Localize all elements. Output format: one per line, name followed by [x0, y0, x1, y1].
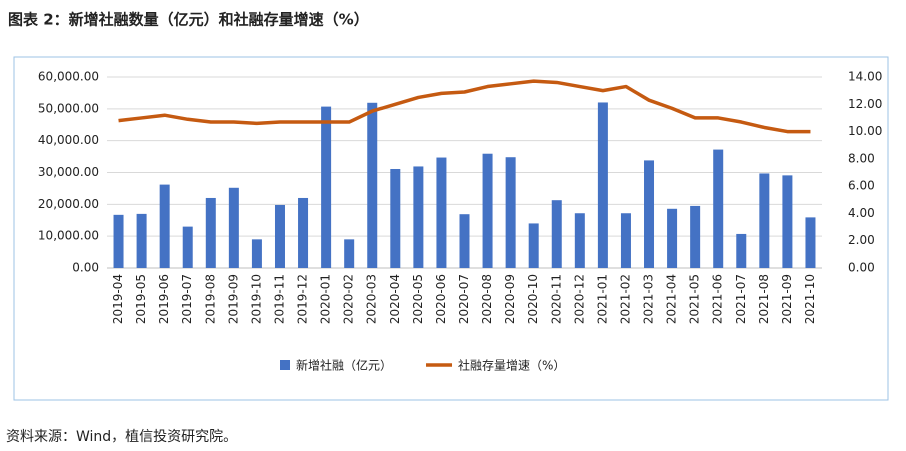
y-tick-label: 40,000.00	[38, 133, 99, 147]
x-tick-label: 2021-09	[780, 274, 794, 324]
x-tick-label: 2021-05	[688, 274, 702, 324]
bar	[251, 239, 262, 268]
bar	[228, 187, 239, 268]
y2-tick-label: 12.00	[848, 97, 882, 111]
line-series	[118, 79, 811, 134]
y2-tick-label: 6.00	[848, 179, 875, 193]
x-tick-label: 2021-10	[803, 274, 817, 324]
bar	[344, 239, 355, 268]
y-tick-label: 50,000.00	[38, 101, 99, 115]
bar	[551, 200, 562, 268]
x-tick-label: 2019-12	[296, 274, 310, 324]
x-tick-label: 2021-01	[595, 274, 609, 324]
y-tick-label: 30,000.00	[38, 165, 99, 179]
y-tick-label: 60,000.00	[38, 70, 99, 84]
x-tick-label: 2020-11	[549, 274, 563, 324]
bar	[713, 149, 724, 268]
chart-title: 图表 2：新增社融数量（亿元）和社融存量增速（%）	[8, 11, 369, 29]
x-tick-label: 2019-04	[111, 274, 125, 324]
x-tick-label: 2020-05	[411, 274, 425, 324]
x-tick-label: 2020-04	[388, 274, 402, 324]
bar	[644, 160, 655, 268]
x-tick-label: 2021-08	[757, 274, 771, 324]
y2-tick-label: 14.00	[848, 70, 882, 84]
bar	[528, 223, 539, 268]
x-tick-label: 2021-03	[642, 274, 656, 324]
bar	[805, 217, 816, 268]
y2-tick-label: 10.00	[848, 124, 882, 138]
x-tick-label: 2019-11	[272, 274, 286, 324]
y-tick-label: 10,000.00	[38, 229, 99, 243]
bar	[274, 204, 285, 268]
bar	[321, 106, 332, 268]
bar	[620, 213, 631, 268]
source-note: 资料来源：Wind，植信投资研究院。	[6, 429, 237, 445]
y2-tick-label: 4.00	[848, 206, 875, 220]
legend-label: 新增社融（亿元）	[296, 358, 392, 373]
x-tick-label: 2020-08	[480, 274, 494, 324]
bar	[574, 213, 585, 268]
bar	[298, 197, 309, 268]
x-tick-label: 2020-06	[434, 274, 448, 324]
x-tick-label: 2019-06	[157, 274, 171, 324]
bar	[182, 226, 193, 268]
x-tick-label: 2019-08	[203, 274, 217, 324]
legend-swatch	[280, 360, 290, 370]
bar	[690, 205, 701, 268]
y2-tick-label: 2.00	[848, 233, 875, 247]
x-tick-label: 2019-10	[249, 274, 263, 324]
x-tick-label: 2021-06	[711, 274, 725, 324]
y2-tick-label: 8.00	[848, 151, 875, 165]
x-tick-label: 2020-12	[572, 274, 586, 324]
bar	[159, 184, 170, 268]
x-tick-label: 2020-03	[365, 274, 379, 324]
x-tick-label: 2019-09	[226, 274, 240, 324]
bar	[136, 213, 147, 268]
bar	[667, 208, 678, 268]
x-tick-label: 2021-02	[618, 274, 632, 324]
x-tick-label: 2021-07	[734, 274, 748, 324]
bar	[505, 157, 516, 268]
x-tick-label: 2020-01	[319, 274, 333, 324]
bar	[113, 214, 124, 268]
bar	[759, 173, 770, 268]
bar	[367, 102, 378, 268]
x-tick-label: 2020-07	[457, 274, 471, 324]
y2-tick-label: 0.00	[848, 261, 875, 275]
x-tick-label: 2020-02	[342, 274, 356, 324]
bar	[205, 197, 216, 268]
bar	[436, 157, 447, 268]
y-tick-label: 0.00	[72, 261, 99, 275]
legend-label: 社融存量增速（%）	[458, 358, 565, 373]
y-tick-label: 20,000.00	[38, 197, 99, 211]
bar	[459, 214, 470, 268]
bar	[597, 102, 608, 268]
bar	[782, 175, 793, 268]
x-tick-label: 2021-04	[665, 274, 679, 324]
x-tick-label: 2019-05	[134, 274, 148, 324]
bar	[736, 233, 747, 268]
x-tick-label: 2020-10	[526, 274, 540, 324]
x-tick-label: 2019-07	[180, 274, 194, 324]
x-tick-label: 2020-09	[503, 274, 517, 324]
bar	[482, 153, 493, 268]
bar	[413, 166, 424, 268]
bar	[390, 168, 401, 268]
